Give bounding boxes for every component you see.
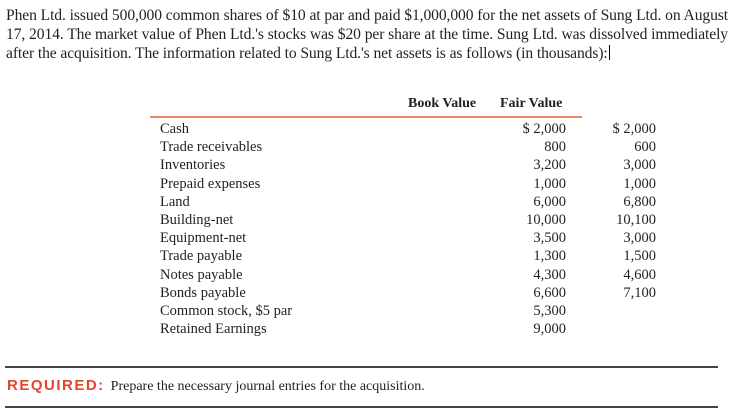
table-row: Common stock, $5 par 5,300 bbox=[160, 302, 566, 320]
fair-value-cell: 6,800 bbox=[623, 193, 656, 210]
problem-statement: Phen Ltd. issued 500,000 common shares o… bbox=[6, 6, 728, 63]
book-value-cell: 1,300 bbox=[533, 248, 566, 265]
row-label: Trade payable bbox=[160, 248, 243, 265]
table-row: Trade receivables 800 600 bbox=[160, 138, 656, 156]
book-value-cell: 1,000 bbox=[533, 175, 566, 192]
book-value-cell: 4,300 bbox=[533, 266, 566, 283]
net-assets-table: Cash $ 2,000 $ 2,000 Trade receivables 800 60… bbox=[160, 120, 656, 338]
fair-value-cell: 10,100 bbox=[616, 211, 656, 228]
table-row: Bonds payable 6,600 7,100 bbox=[160, 284, 656, 302]
required-text: Prepare the necessary journal entries fo… bbox=[110, 379, 425, 394]
book-value-cell: 5,300 bbox=[533, 302, 566, 319]
text-cursor bbox=[608, 45, 610, 60]
row-label: Equipment-net bbox=[160, 230, 247, 247]
row-label: Notes payable bbox=[160, 266, 243, 283]
fair-value-cell: $ 2,000 bbox=[612, 121, 657, 137]
book-value-cell: 3,500 bbox=[533, 230, 566, 247]
book-value-cell: 9,000 bbox=[533, 321, 566, 338]
fair-value-cell: 3,000 bbox=[623, 230, 656, 247]
divider-top bbox=[5, 366, 718, 368]
table-row: Trade payable 1,300 1,500 bbox=[160, 247, 656, 265]
row-label: Trade receivables bbox=[160, 139, 263, 156]
book-value-cell: $ 2,000 bbox=[522, 121, 567, 137]
table-row: Equipment-net 3,500 3,000 bbox=[160, 229, 656, 247]
table-row: Inventories 3,200 3,000 bbox=[160, 156, 656, 174]
fair-value-cell: 7,100 bbox=[623, 284, 656, 301]
row-label: Prepaid expenses bbox=[160, 175, 261, 192]
row-label: Bonds payable bbox=[160, 284, 246, 301]
book-value-cell: 10,000 bbox=[526, 211, 566, 228]
row-label: Common stock, $5 par bbox=[160, 302, 293, 319]
fair-value-cell: 600 bbox=[634, 139, 656, 156]
header-fair-value: Fair Value bbox=[500, 96, 563, 111]
fair-value-cell: 1,500 bbox=[623, 248, 656, 265]
row-label: Inventories bbox=[160, 157, 226, 174]
table-row: Notes payable 4,300 4,600 bbox=[160, 266, 656, 284]
row-label: Building-net bbox=[160, 211, 234, 228]
fair-value-cell: 3,000 bbox=[623, 157, 656, 174]
fair-value-cell: 1,000 bbox=[623, 175, 656, 192]
table-row: Retained Earnings 9,000 bbox=[160, 320, 566, 338]
book-value-cell: 800 bbox=[544, 139, 566, 156]
book-value-cell: 6,600 bbox=[533, 284, 566, 301]
required-section: REQUIRED: Prepare the necessary journal e… bbox=[7, 377, 425, 395]
table-row: Land 6,000 6,800 bbox=[160, 193, 656, 211]
table-row: Prepaid expenses 1,000 1,000 bbox=[160, 175, 656, 193]
book-value-cell: 3,200 bbox=[533, 157, 566, 174]
row-label: Retained Earnings bbox=[160, 321, 267, 338]
table-row: Building-net 10,000 10,100 bbox=[160, 211, 656, 229]
row-label: Cash bbox=[160, 121, 189, 137]
fair-value-cell: 4,600 bbox=[623, 266, 656, 283]
book-value-cell: 6,000 bbox=[533, 193, 566, 210]
row-label: Land bbox=[160, 193, 190, 210]
intro-text: Phen Ltd. issued 500,000 common shares o… bbox=[6, 7, 728, 62]
required-label: REQUIRED: bbox=[7, 377, 105, 394]
header-book-value: Book Value bbox=[408, 96, 477, 111]
table-row: Cash $ 2,000 $ 2,000 bbox=[160, 120, 656, 138]
table-header: Book Value Fair Value bbox=[150, 96, 582, 118]
divider-bottom bbox=[5, 406, 718, 408]
